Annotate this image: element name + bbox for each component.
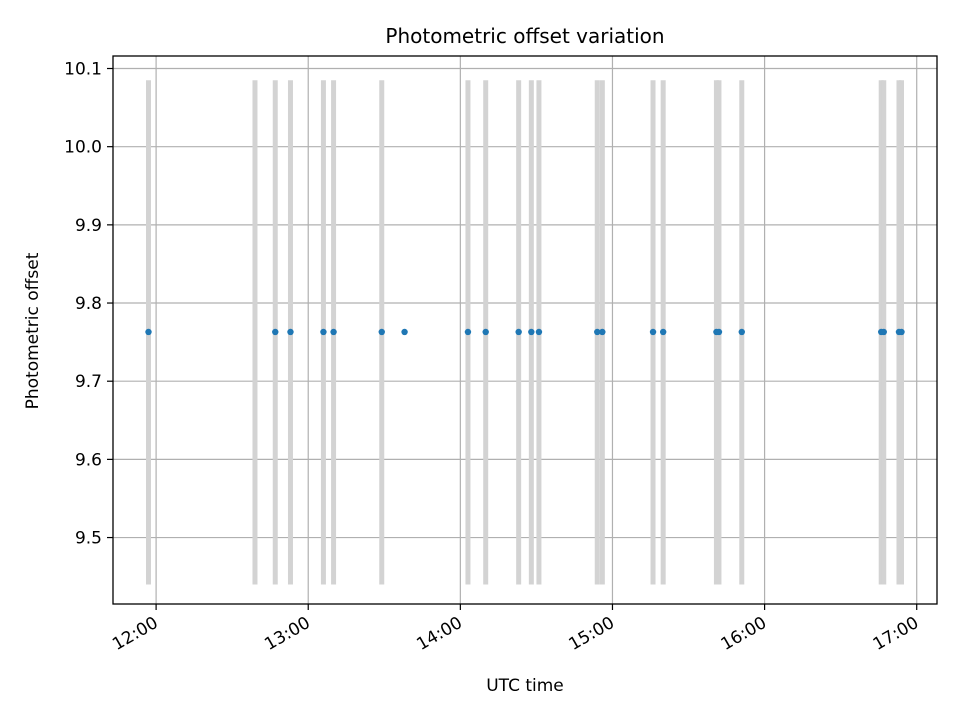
data-point — [528, 328, 535, 336]
data-point — [272, 328, 279, 336]
data-point — [320, 328, 327, 336]
data-points — [145, 328, 905, 336]
grid — [113, 56, 937, 604]
y-tick-label: 9.8 — [75, 294, 102, 314]
y-tick-label: 10.0 — [64, 138, 102, 158]
data-point — [378, 328, 385, 336]
data-point — [482, 328, 489, 336]
data-point — [401, 328, 408, 336]
data-point — [715, 328, 723, 336]
y-tick-label: 10.1 — [64, 60, 102, 80]
data-point — [464, 328, 472, 336]
data-point — [659, 328, 667, 336]
y-axis-label: Photometric offset — [23, 252, 43, 409]
y-ticks: 9.5 9.6 9.7 9.8 9.9 10.0 10.1 — [64, 60, 113, 549]
y-tick-label: 9.5 — [75, 529, 102, 549]
data-point — [649, 328, 657, 336]
data-point — [515, 328, 522, 336]
data-point — [898, 328, 905, 336]
y-tick-label: 9.9 — [75, 216, 102, 236]
x-axis-label: UTC time — [486, 676, 564, 696]
plot-frame — [112, 55, 938, 605]
data-point — [594, 328, 601, 336]
data-point — [599, 328, 606, 336]
data-point — [738, 328, 745, 336]
y-tick-label: 9.6 — [75, 450, 102, 470]
data-point — [287, 328, 294, 336]
data-point — [330, 328, 337, 336]
y-tick-label: 9.7 — [75, 372, 102, 392]
chart-title: Photometric offset variation — [385, 24, 664, 48]
data-point — [535, 328, 543, 336]
data-point — [145, 328, 152, 336]
data-point — [880, 328, 887, 336]
